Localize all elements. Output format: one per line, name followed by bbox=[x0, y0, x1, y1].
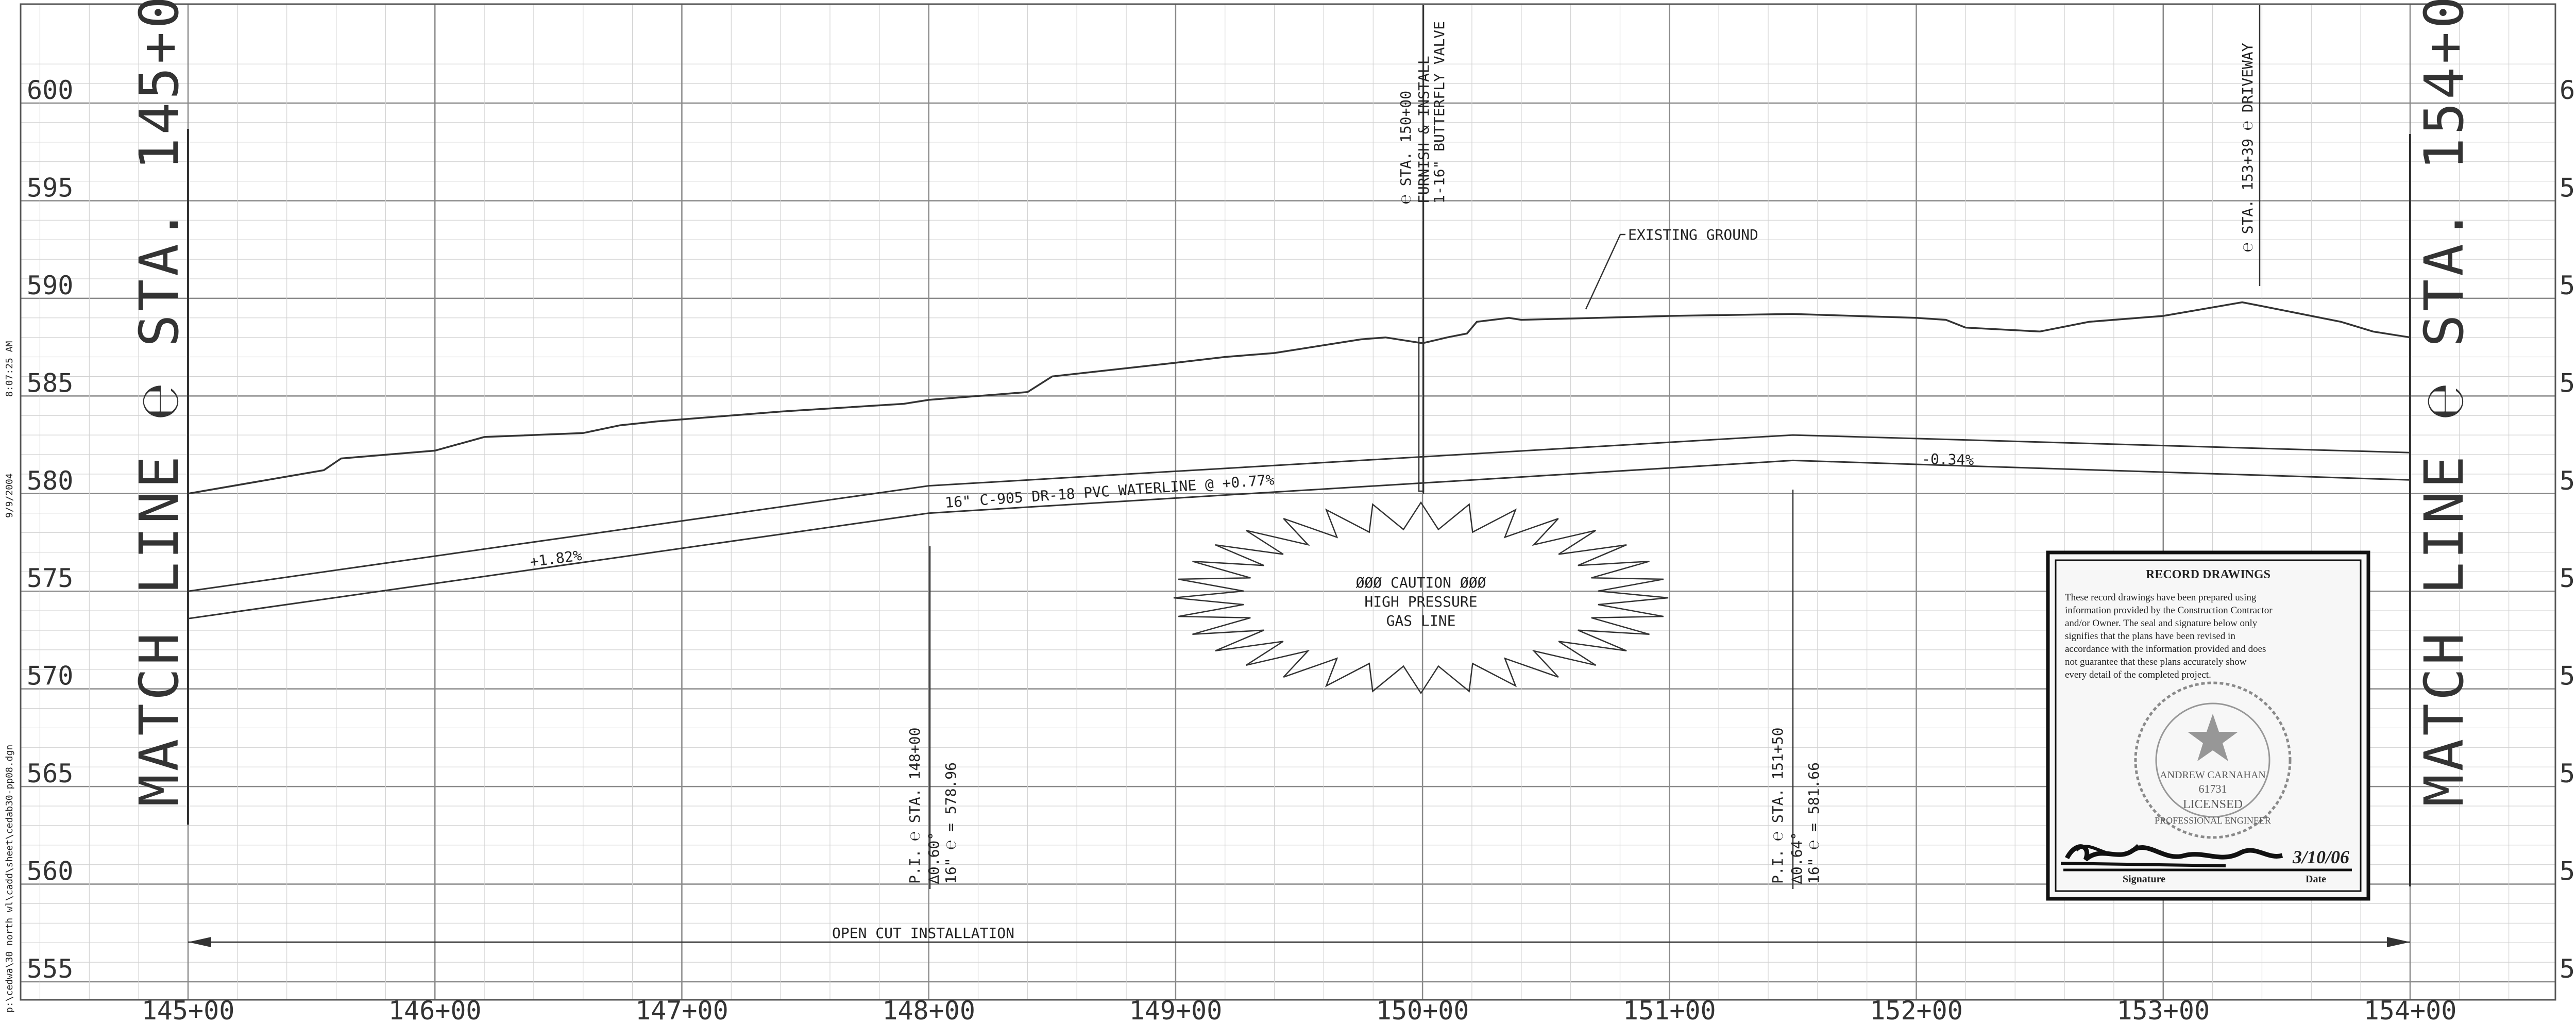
signature-caption: Signature bbox=[2123, 874, 2165, 885]
record-drawings-text-1: These record drawings have been prepared… bbox=[2065, 592, 2257, 603]
date-caption: Date bbox=[2306, 874, 2326, 885]
waterline-bottom-line bbox=[188, 459, 2411, 619]
station-label: 146+00 bbox=[388, 996, 482, 1023]
plot-file-path: p:\cedwa\30 north wl\cadd\sheet\cedab30-… bbox=[4, 745, 15, 1013]
caution-line-3: GAS LINE bbox=[1386, 612, 1456, 629]
pi-151-label-1: P.I. ℮ STA. 151+50 bbox=[1769, 728, 1786, 884]
caution-line-1: ØØØ CAUTION ØØØ bbox=[1356, 574, 1486, 591]
seal-star-icon bbox=[2188, 714, 2238, 761]
elevation-label-left: 570 bbox=[27, 661, 73, 691]
record-drawings-stamp: RECORD DRAWINGS These record drawings ha… bbox=[2046, 550, 2370, 901]
signature-scribble bbox=[2064, 844, 2283, 862]
plot-border bbox=[20, 3, 2556, 1001]
valve-note-line-3: 1-16" BUTTERFLY VALVE bbox=[1431, 21, 1448, 204]
elevation-label-right: 575 bbox=[2560, 563, 2576, 593]
record-drawings-text-7: every detail of the completed project. bbox=[2065, 669, 2211, 680]
open-cut-arrow-left bbox=[188, 937, 211, 947]
plot-time: 8:07:25 AM bbox=[4, 341, 15, 397]
existing-ground-line bbox=[188, 301, 2411, 495]
elevation-label-right: 590 bbox=[2560, 271, 2576, 300]
caution-line-2: HIGH PRESSURE bbox=[1364, 593, 1477, 610]
elevation-label-left: 565 bbox=[27, 759, 73, 789]
station-label: 148+00 bbox=[882, 996, 975, 1023]
record-drawings-title: RECORD DRAWINGS bbox=[2146, 568, 2270, 581]
elevation-label-left: 585 bbox=[27, 368, 73, 398]
pi-151-label-2: ∆0.64° bbox=[1788, 832, 1805, 884]
elevation-label-left: 555 bbox=[27, 954, 73, 984]
elevation-label-right: 585 bbox=[2560, 368, 2576, 398]
signature-stroke bbox=[2060, 844, 2226, 867]
open-cut-label: OPEN CUT INSTALLATION bbox=[832, 925, 1014, 942]
pi-148-label-3: 16" ℮ = 578.96 bbox=[942, 762, 959, 884]
existing-ground-leader bbox=[1585, 233, 1625, 310]
elevation-label-left: 590 bbox=[27, 271, 73, 300]
valve-note-line-1: ℮ STA. 150+00 bbox=[1397, 91, 1414, 204]
record-drawings-text-2: information provided by the Construction… bbox=[2065, 605, 2273, 616]
elevation-label-right: 565 bbox=[2560, 759, 2576, 789]
station-labels: 145+00 146+00 147+00 148+00 149+00 150+00 151+… bbox=[142, 996, 2457, 1023]
elevation-label-right: 580 bbox=[2560, 466, 2576, 496]
elevation-label-right: 560 bbox=[2560, 857, 2576, 886]
pi-151-label-3: 16" ℮ = 581.66 bbox=[1805, 762, 1822, 884]
station-label: 151+00 bbox=[1623, 996, 1716, 1023]
elevation-label-right: 555 bbox=[2560, 954, 2576, 984]
elevation-labels-left: 600 595 590 585 580 575 570 565 560 555 bbox=[27, 75, 73, 984]
elevation-labels-right: 600 595 590 585 580 575 570 565 560 555 bbox=[2560, 75, 2576, 984]
station-label: 150+00 bbox=[1376, 996, 1469, 1023]
driveway-label: ℮ STA. 153+39 ℮ DRIVEWAY bbox=[2239, 43, 2256, 251]
grade-right-label: -0.34% bbox=[1922, 450, 1974, 468]
seal-licensed: LICENSED bbox=[2183, 798, 2243, 811]
record-drawings-text-4: signifies that the plans have been revis… bbox=[2065, 631, 2235, 642]
waterline-top-line bbox=[188, 434, 2411, 592]
station-label: 154+00 bbox=[2364, 996, 2457, 1023]
plot-date: 9/9/2004 bbox=[4, 473, 15, 518]
elevation-label-left: 600 bbox=[27, 75, 73, 105]
seal-name: ANDREW CARNAHAN bbox=[2160, 769, 2266, 781]
valve-note-line-2: FURNISH & INSTALL bbox=[1415, 56, 1432, 204]
elevation-label-right: 570 bbox=[2560, 661, 2576, 691]
seal-profession: PROFESSIONAL ENGINEER bbox=[2155, 815, 2271, 826]
elevation-label-right: 595 bbox=[2560, 173, 2576, 203]
pi-148-label-2: ∆0.60° bbox=[925, 832, 942, 884]
station-label: 152+00 bbox=[1870, 996, 1963, 1023]
seal-number: 61731 bbox=[2199, 782, 2227, 795]
station-label: 145+00 bbox=[142, 996, 235, 1023]
station-label: 153+00 bbox=[2116, 996, 2210, 1023]
record-drawings-text-3: and/or Owner. The seal and signature bel… bbox=[2065, 618, 2258, 629]
elevation-label-right: 600 bbox=[2560, 75, 2576, 105]
match-line-left-label: MATCH LINE ℮ STA. 145+00 bbox=[128, 0, 191, 807]
pi-148-label-1: P.I. ℮ STA. 148+00 bbox=[906, 728, 923, 884]
station-label: 149+00 bbox=[1129, 996, 1223, 1023]
signature-date: 3/10/06 bbox=[2292, 847, 2349, 867]
record-drawings-text-5: accordance with the information provided… bbox=[2065, 644, 2266, 655]
elevation-label-left: 595 bbox=[27, 173, 73, 203]
elevation-label-left: 580 bbox=[27, 466, 73, 496]
caution-starburst bbox=[1173, 501, 1669, 695]
elevation-label-left: 560 bbox=[27, 857, 73, 886]
record-drawings-text-6: not guarantee that these plans accuratel… bbox=[2065, 657, 2247, 667]
station-label: 147+00 bbox=[635, 996, 728, 1023]
match-line-right-label: MATCH LINE ℮ STA. 154+00 bbox=[2413, 0, 2476, 807]
engineer-seal: ANDREW CARNAHAN 61731 LICENSED PROFESSIO… bbox=[2134, 681, 2292, 839]
open-cut-arrow-right bbox=[2387, 937, 2410, 947]
elevation-label-left: 575 bbox=[27, 563, 73, 593]
existing-ground-label: EXISTING GROUND bbox=[1628, 226, 1758, 243]
